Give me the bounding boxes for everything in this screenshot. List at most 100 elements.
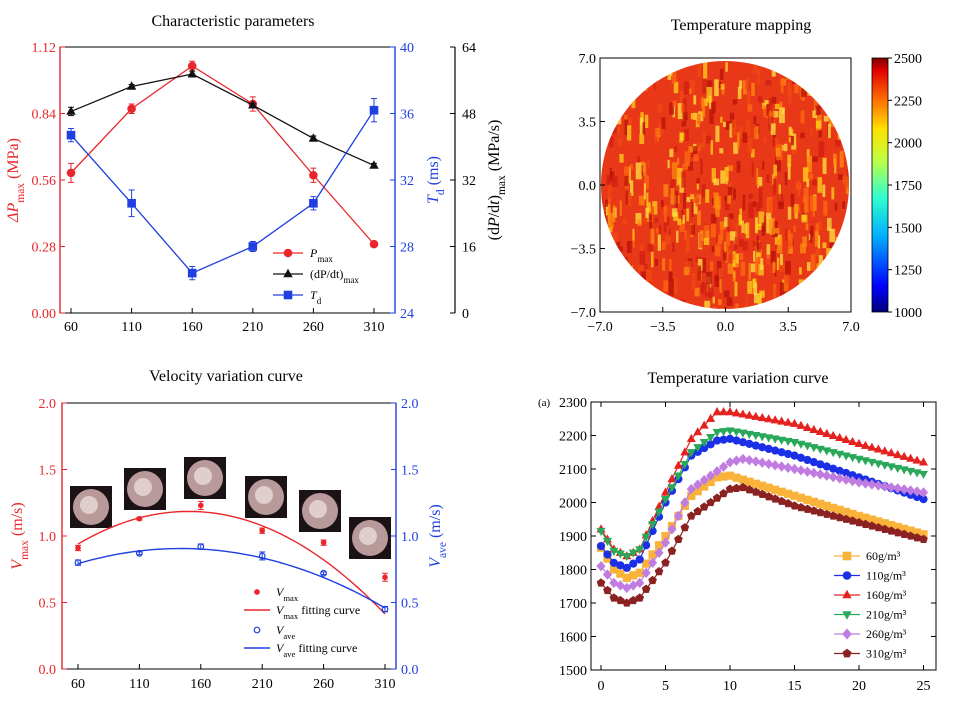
texture-streak	[688, 88, 692, 95]
texture-streak	[639, 244, 644, 256]
texture-streak	[829, 228, 836, 243]
texture-streak	[748, 202, 754, 219]
texture-streak	[613, 232, 619, 246]
data-point	[874, 523, 883, 532]
data-point	[699, 439, 709, 448]
texture-streak	[745, 120, 751, 136]
texture-streak	[758, 197, 763, 209]
axes: 60 110 160 210 260 310 0.0 0.5 1.0 1.5 2.0 0.0 0.5 1.…	[9, 397, 449, 692]
data-point	[880, 446, 890, 455]
data-point	[790, 418, 799, 427]
data-point	[815, 507, 825, 517]
texture-streak	[773, 173, 778, 180]
data-point	[912, 486, 922, 497]
texture-streak	[676, 230, 679, 243]
texture-streak	[770, 123, 776, 135]
texture-streak	[645, 207, 649, 219]
data-point	[886, 526, 896, 535]
texture-streak	[611, 176, 618, 187]
texture-streak	[772, 178, 777, 195]
data-point	[757, 457, 767, 468]
texture-streak	[744, 223, 747, 234]
legend-label: 210g/m³	[866, 608, 907, 622]
data-point	[893, 483, 903, 494]
texture-streak	[835, 139, 841, 147]
texture-streak	[708, 287, 714, 299]
texture-streak	[725, 246, 729, 263]
texture-streak	[724, 195, 730, 202]
texture-streak	[771, 96, 777, 104]
texture-streak	[714, 79, 719, 97]
x-tick-label: 310	[364, 320, 385, 335]
texture-streak	[657, 103, 663, 113]
texture-streak	[732, 254, 735, 260]
y-tick-label: 28	[400, 241, 414, 256]
data-point	[667, 546, 677, 555]
texture-streak	[748, 193, 753, 199]
texture-streak	[622, 218, 627, 225]
texture-streak	[691, 273, 696, 290]
texture-streak	[717, 299, 722, 306]
texture-streak	[682, 214, 685, 224]
texture-streak	[626, 125, 632, 141]
data-point	[187, 68, 197, 78]
data-point	[725, 427, 735, 436]
texture-streak	[815, 120, 822, 129]
y-tick-label: 0.56	[32, 174, 57, 189]
texture-streak	[711, 101, 716, 114]
x-tick-label: 60	[64, 320, 78, 335]
texture-streak	[719, 279, 722, 293]
texture-streak	[765, 80, 772, 86]
y-tick-label: 3.5	[579, 116, 597, 131]
data-point	[686, 483, 696, 495]
texture-streak	[805, 223, 809, 231]
y-tick-label: 2100	[559, 463, 587, 478]
texture-streak	[724, 241, 727, 253]
legend-marker	[842, 551, 852, 561]
data-point	[783, 462, 793, 473]
data-point	[796, 465, 806, 476]
data-point	[828, 511, 838, 520]
texture-streak	[834, 202, 838, 211]
chart-title: Velocity variation curve	[149, 368, 303, 385]
texture-streak	[712, 306, 717, 309]
y-tick-label: 40	[400, 41, 414, 56]
right-axis-label: Td (ms)	[425, 156, 447, 204]
texture-streak	[785, 260, 791, 275]
texture-streak	[688, 146, 694, 153]
series	[596, 407, 929, 607]
characteristic-parameters-chart: Characteristic parameters 60 110 160 210 260…	[5, 13, 508, 335]
texture-streak	[724, 290, 730, 298]
texture-streak	[750, 149, 755, 158]
data-point	[718, 461, 729, 472]
data-point	[848, 454, 858, 463]
texture-streak	[756, 202, 760, 212]
data-point	[699, 502, 709, 511]
data-point	[919, 534, 928, 544]
data-point	[680, 447, 690, 456]
data-point	[841, 434, 851, 444]
texture-streak	[677, 157, 680, 166]
data-point	[860, 440, 870, 449]
texture-streak	[743, 80, 747, 95]
texture-streak	[752, 61, 759, 74]
data-point	[893, 449, 903, 459]
data-point	[712, 466, 722, 477]
data-point	[744, 455, 754, 466]
texture-streak	[770, 250, 776, 264]
colorbar-tick-label: 2500	[894, 52, 922, 67]
colorbar-tick-label: 1500	[894, 221, 922, 236]
texture-streak	[779, 253, 783, 266]
data-point	[796, 502, 806, 512]
texture-streak	[712, 296, 715, 304]
texture-streak	[715, 234, 718, 243]
legend-label: (dP/dt)max	[310, 267, 359, 285]
data-point	[693, 506, 703, 516]
data-point	[867, 458, 877, 467]
data-point	[187, 268, 197, 278]
texture-streak	[838, 174, 843, 180]
texture-streak	[612, 127, 617, 134]
texture-streak	[756, 248, 762, 265]
y-tick-label: 1900	[559, 530, 587, 545]
texture-streak	[727, 263, 734, 274]
